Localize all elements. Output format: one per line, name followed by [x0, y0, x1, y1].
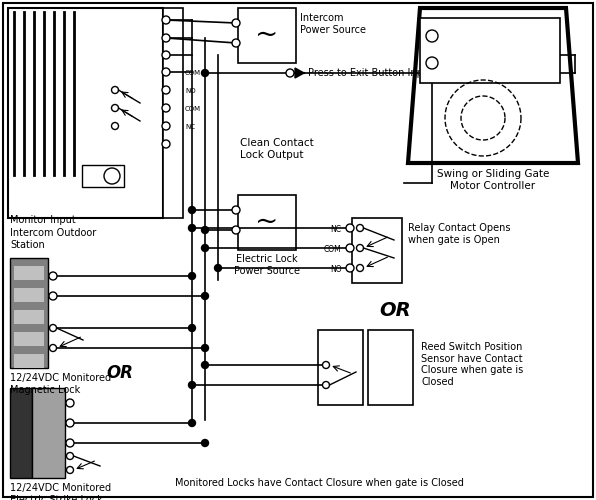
Circle shape [111, 122, 119, 130]
Circle shape [201, 362, 209, 368]
Text: ~: ~ [255, 22, 279, 49]
Circle shape [66, 419, 74, 427]
Circle shape [426, 30, 438, 42]
Circle shape [162, 122, 170, 130]
FancyBboxPatch shape [14, 332, 44, 346]
Circle shape [346, 224, 354, 232]
FancyBboxPatch shape [238, 195, 296, 250]
Circle shape [67, 466, 73, 473]
Circle shape [201, 70, 209, 76]
Circle shape [232, 206, 240, 214]
Text: COM: COM [185, 70, 201, 76]
Circle shape [162, 86, 170, 94]
FancyBboxPatch shape [10, 258, 48, 368]
Circle shape [232, 39, 240, 47]
FancyBboxPatch shape [238, 8, 296, 63]
Circle shape [162, 140, 170, 148]
FancyBboxPatch shape [14, 288, 44, 302]
FancyBboxPatch shape [420, 18, 560, 83]
Text: Electric Lock
Power Source: Electric Lock Power Source [234, 254, 300, 276]
Circle shape [66, 399, 74, 407]
Circle shape [49, 324, 57, 332]
Text: Relay Contact Opens
when gate is Open: Relay Contact Opens when gate is Open [408, 223, 511, 244]
FancyBboxPatch shape [82, 165, 124, 187]
Circle shape [232, 19, 240, 27]
Circle shape [201, 344, 209, 352]
Circle shape [201, 244, 209, 252]
Circle shape [188, 206, 195, 214]
Circle shape [356, 264, 364, 272]
Circle shape [346, 244, 354, 252]
FancyBboxPatch shape [352, 218, 402, 283]
FancyBboxPatch shape [14, 266, 44, 280]
Circle shape [162, 68, 170, 76]
Circle shape [201, 226, 209, 234]
Text: OR: OR [379, 300, 411, 320]
Circle shape [104, 168, 120, 184]
Text: OR: OR [107, 364, 134, 382]
Text: Open Indicator
or Light Output: Open Indicator or Light Output [442, 30, 511, 50]
Circle shape [188, 224, 195, 232]
Polygon shape [295, 68, 304, 78]
Text: 12/24VDC Monitored
Magnetic Lock: 12/24VDC Monitored Magnetic Lock [10, 373, 111, 394]
Circle shape [111, 86, 119, 94]
Circle shape [286, 69, 294, 77]
Text: 12/24VDC Monitored
Electric Strike Lock: 12/24VDC Monitored Electric Strike Lock [10, 483, 111, 500]
FancyBboxPatch shape [10, 388, 32, 478]
FancyBboxPatch shape [368, 330, 413, 405]
Text: Press to Exit Button Input: Press to Exit Button Input [308, 68, 433, 78]
Circle shape [49, 344, 57, 352]
Circle shape [162, 51, 170, 59]
Circle shape [346, 264, 354, 272]
Text: NO: NO [330, 264, 342, 274]
Circle shape [162, 16, 170, 24]
Circle shape [201, 440, 209, 446]
Circle shape [215, 264, 222, 272]
Text: ~: ~ [255, 209, 279, 236]
Text: Monitored Locks have Contact Closure when gate is Closed: Monitored Locks have Contact Closure whe… [175, 478, 464, 488]
Text: Reed Switch Position
Sensor have Contact
Closure when gate is
Closed: Reed Switch Position Sensor have Contact… [421, 342, 523, 387]
Text: Clean Contact
Lock Output: Clean Contact Lock Output [240, 138, 313, 160]
Circle shape [188, 272, 195, 280]
FancyBboxPatch shape [32, 388, 65, 478]
Circle shape [49, 292, 57, 300]
Circle shape [111, 104, 119, 112]
Circle shape [426, 57, 438, 69]
Circle shape [356, 224, 364, 232]
Circle shape [322, 382, 330, 388]
Circle shape [162, 104, 170, 112]
FancyBboxPatch shape [14, 354, 44, 368]
Circle shape [188, 324, 195, 332]
Text: Intercom Outdoor
Station: Intercom Outdoor Station [10, 228, 96, 250]
FancyBboxPatch shape [14, 310, 44, 324]
Text: COM: COM [185, 106, 201, 112]
FancyBboxPatch shape [3, 3, 593, 497]
Circle shape [201, 292, 209, 300]
FancyBboxPatch shape [8, 8, 163, 218]
Circle shape [188, 382, 195, 388]
FancyBboxPatch shape [163, 8, 183, 218]
Circle shape [66, 439, 74, 447]
FancyBboxPatch shape [318, 330, 363, 405]
Text: NC: NC [330, 224, 341, 234]
Polygon shape [408, 8, 578, 163]
Circle shape [162, 34, 170, 42]
Text: NO: NO [185, 88, 195, 94]
Circle shape [232, 226, 240, 234]
Text: NC: NC [185, 124, 195, 130]
Text: COM: COM [324, 244, 342, 254]
Circle shape [67, 452, 73, 460]
Circle shape [356, 244, 364, 252]
Circle shape [188, 420, 195, 426]
Text: Intercom
Power Source: Intercom Power Source [300, 13, 366, 34]
Circle shape [322, 362, 330, 368]
Circle shape [49, 272, 57, 280]
Text: Swing or Sliding Gate
Motor Controller: Swing or Sliding Gate Motor Controller [437, 169, 549, 190]
Text: Monitor Input: Monitor Input [10, 215, 76, 225]
